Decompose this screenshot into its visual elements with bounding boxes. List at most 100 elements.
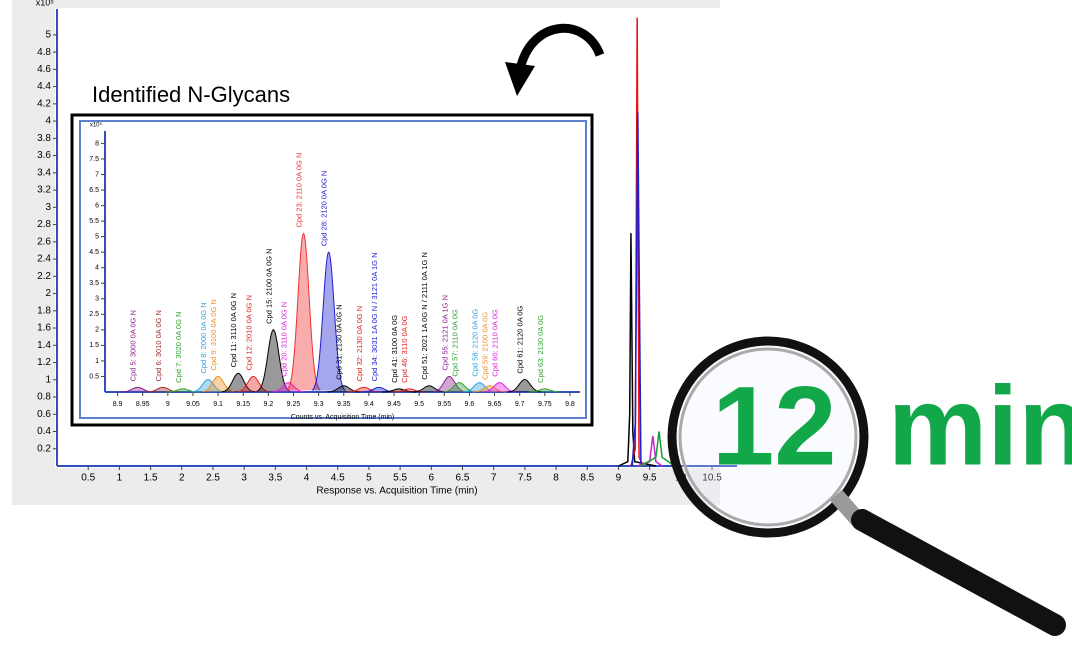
y-tick-label: 5.5	[89, 218, 99, 225]
trace	[631, 112, 642, 467]
y-tick-label: 4.5	[89, 249, 99, 256]
y-tick-label: 0.4	[37, 426, 51, 437]
y-tick-label: 1.5	[89, 342, 99, 349]
y-tick-label: 1.8	[37, 305, 51, 316]
x-tick-label: 7	[491, 473, 497, 484]
peak	[221, 372, 255, 393]
y-tick-label: 1.2	[37, 357, 51, 368]
y-tick-label: 0.8	[37, 392, 51, 403]
y-tick-label: 2.8	[37, 219, 51, 230]
x-tick-label: 3.5	[268, 473, 282, 484]
x-tick-label: 3	[241, 473, 247, 484]
peak-label: Cpd 46: 3110 0A 0G	[400, 315, 409, 383]
peak-label: Cpd 63: 2130 0A 0G	[536, 315, 545, 383]
x-tick-label: 9.65	[488, 401, 502, 408]
x-tick-label: 9.15	[236, 401, 250, 408]
y-tick-label: 4.2	[37, 98, 51, 109]
peak	[311, 251, 346, 391]
y-tick-label: 0.6	[37, 409, 51, 420]
x-tick-label: 9.8	[565, 401, 575, 408]
y-tick-label: 4	[95, 265, 99, 272]
y-tick-label: 3.5	[89, 280, 99, 287]
y-tick-label: 5	[95, 233, 99, 240]
y-tick-label: 2	[95, 327, 99, 334]
x-tick-label: 9.6	[465, 401, 475, 408]
x-tick-label: 9.55	[437, 401, 451, 408]
peak-label: Cpd 15: 2100 0A 0G N	[264, 248, 273, 323]
peak	[508, 379, 542, 393]
peak-label: Cpd 12: 2010 0A 0G N	[244, 295, 253, 370]
y-tick-label: 3.4	[37, 167, 51, 178]
x-axis-label: Response vs. Acquisition Time (min)	[316, 486, 477, 497]
x-tick-label: 8.5	[580, 473, 594, 484]
x-tick-label: 4.5	[331, 473, 345, 484]
peak	[382, 388, 416, 393]
y-tick-label: 2.2	[37, 271, 51, 282]
peak	[286, 232, 321, 391]
y-tick-label: 7	[95, 171, 99, 178]
peak-label: Cpd 58: 2120 0A 0G	[470, 309, 479, 377]
peak	[236, 375, 270, 393]
peak	[256, 329, 291, 392]
y-tick-label: 5	[45, 30, 51, 41]
x-tick-label: 6.5	[456, 473, 470, 484]
y-tick-label: 3	[95, 296, 99, 303]
x-tick-label: 9.1	[213, 401, 223, 408]
y-tick-label: 0.2	[37, 443, 51, 454]
curved-arrow	[515, 23, 605, 72]
y-tick-label: 1	[45, 374, 51, 385]
x-tick-label: 8.95	[136, 401, 150, 408]
x-tick-label: 9.5	[643, 473, 657, 484]
y-tick-label: 3.6	[37, 150, 51, 161]
x-tick-label: 1	[117, 473, 123, 484]
peak-label: Cpd 60: 2110 0A 0G	[491, 309, 500, 377]
y-multiplier: x10⁵	[90, 122, 103, 129]
x-tick-label: 9.25	[287, 401, 301, 408]
y-tick-label: 3.8	[37, 133, 51, 144]
x-tick-label: 9.45	[387, 401, 401, 408]
x-tick-label: 0.5	[81, 473, 95, 484]
peak-label: Cpd 7: 3020 0A 0G N	[174, 312, 183, 383]
peak	[442, 382, 476, 393]
x-tick-label: 10.5	[702, 473, 722, 484]
x-tick-label: 8	[553, 473, 559, 484]
x-tick-label: 9.3	[314, 401, 324, 408]
x-tick-label: 9.75	[538, 401, 552, 408]
x-tick-label: 5	[366, 473, 372, 484]
peak	[472, 385, 507, 393]
peak	[201, 375, 235, 393]
peak-label: Cpd 5: 3000 0A 0G N	[129, 310, 138, 381]
y-tick-label: 4.8	[37, 47, 51, 58]
y-multiplier: x10⁵	[36, 0, 55, 7]
peak-label: Cpd 9: 3100 0A 0G N	[209, 299, 218, 370]
peak	[191, 379, 225, 393]
peak-label: Cpd 41: 3100 0A 0G	[390, 315, 399, 383]
y-tick-label: 1.4	[37, 340, 51, 351]
magnifier-handle	[851, 509, 1066, 636]
magnifier-lens	[667, 336, 869, 538]
inset-title: Identified N-Glycans	[92, 82, 290, 107]
y-tick-label: 1	[95, 358, 99, 365]
peak-label: Cpd 61: 2120 0A 0G	[516, 305, 525, 373]
peak-label: Cpd 23: 2110 0A 0G N	[295, 153, 304, 228]
peak-label: Cpd 6: 3010 0A 0G N	[154, 310, 163, 381]
arrow-head	[505, 62, 535, 96]
y-tick-label: 3	[45, 202, 51, 213]
x-tick-label: 9.5	[414, 401, 424, 408]
y-tick-label: 0.5	[89, 373, 99, 380]
x-tick-label: 9.4	[364, 401, 374, 408]
x-tick-label: 8.9	[113, 401, 123, 408]
y-tick-label: 3.2	[37, 185, 51, 196]
trace	[618, 233, 657, 467]
magnifier-rim	[678, 347, 858, 527]
y-tick-label: 2	[45, 288, 51, 299]
inset-plot-frame	[79, 120, 587, 419]
x-tick-label: 4	[304, 473, 310, 484]
peak-label: Cpd 34: 3031 1A 0G N / 3121 0A 1G N	[370, 252, 379, 381]
x-tick-label: 1.5	[144, 473, 158, 484]
y-tick-label: 8	[95, 140, 99, 147]
peak	[528, 388, 562, 393]
x-tick-label: 9.05	[186, 401, 200, 408]
y-tick-label: 2.6	[37, 236, 51, 247]
y-tick-label: 2.5	[89, 311, 99, 318]
